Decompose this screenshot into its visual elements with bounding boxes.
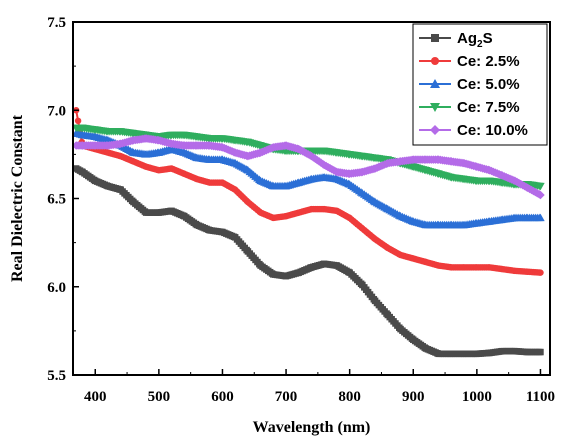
legend-marker <box>430 79 440 88</box>
legend-label: Ag2S <box>457 30 493 50</box>
legend-label: Ce: 5.0% <box>457 76 520 93</box>
legend-label: Ce: 2.5% <box>457 53 520 70</box>
y-tick-label: 6.5 <box>47 192 66 208</box>
data-point <box>536 182 545 191</box>
y-tick-label: 6.0 <box>47 280 66 296</box>
legend-item: Ce: 5.0% <box>419 76 520 93</box>
series-line <box>75 167 541 355</box>
series-1 <box>72 107 544 276</box>
x-tick-label: 1100 <box>526 389 555 405</box>
x-tick-label: 400 <box>84 389 107 405</box>
legend: Ag2S Ce: 2.5% Ce: 5.0% Ce: 7.5% Ce: 10.0% <box>412 23 548 146</box>
x-tick-label: 1000 <box>462 389 492 405</box>
series-0 <box>72 165 544 358</box>
legend-item: Ce: 10.0% <box>419 122 528 139</box>
y-tick-label: 5.5 <box>47 368 66 384</box>
y-tick-label: 7.0 <box>47 103 66 119</box>
data-point <box>536 213 545 222</box>
x-tick-label: 500 <box>148 389 171 405</box>
data-point <box>537 269 544 276</box>
y-axis-title: Real Dielectric Constant <box>9 114 26 282</box>
legend-item: Ce: 2.5% <box>419 53 520 70</box>
x-tick-label: 700 <box>275 389 298 405</box>
series-2 <box>71 128 545 229</box>
axes-layer: 400 500 600 700 800 900 1000 1100 5.5 6.0 6.5 7.0 7.… <box>47 15 555 405</box>
series-4 <box>71 134 545 200</box>
legend-item: Ag2S <box>419 30 493 50</box>
legend-marker <box>430 125 440 135</box>
legend-marker <box>431 34 439 42</box>
legend-label: Ce: 10.0% <box>457 122 528 139</box>
legend-marker <box>431 57 439 65</box>
legend-label: Ce: 7.5% <box>457 99 520 116</box>
x-tick-label: 900 <box>402 389 425 405</box>
legend-item: Ce: 7.5% <box>419 99 520 116</box>
x-tick-label: 800 <box>338 389 361 405</box>
legend-marker <box>430 103 440 112</box>
data-point <box>536 190 545 200</box>
y-tick-label: 7.5 <box>47 15 66 31</box>
x-tick-label: 600 <box>211 389 234 405</box>
data-point <box>74 117 82 125</box>
data-point <box>537 348 544 356</box>
x-axis-title: Wavelength (nm) <box>253 419 371 436</box>
series-layer <box>71 107 545 358</box>
